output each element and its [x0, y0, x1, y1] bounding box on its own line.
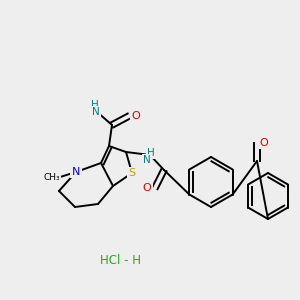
Text: HCl - H: HCl - H: [100, 254, 140, 266]
Text: H: H: [147, 148, 155, 158]
Text: N: N: [92, 107, 100, 117]
Text: O: O: [132, 111, 140, 121]
Text: S: S: [128, 168, 136, 178]
Text: O: O: [142, 183, 152, 193]
Text: N: N: [143, 155, 151, 165]
Text: H: H: [91, 100, 99, 110]
Text: N: N: [72, 167, 80, 177]
Text: O: O: [260, 138, 268, 148]
Text: CH₃: CH₃: [44, 173, 60, 182]
